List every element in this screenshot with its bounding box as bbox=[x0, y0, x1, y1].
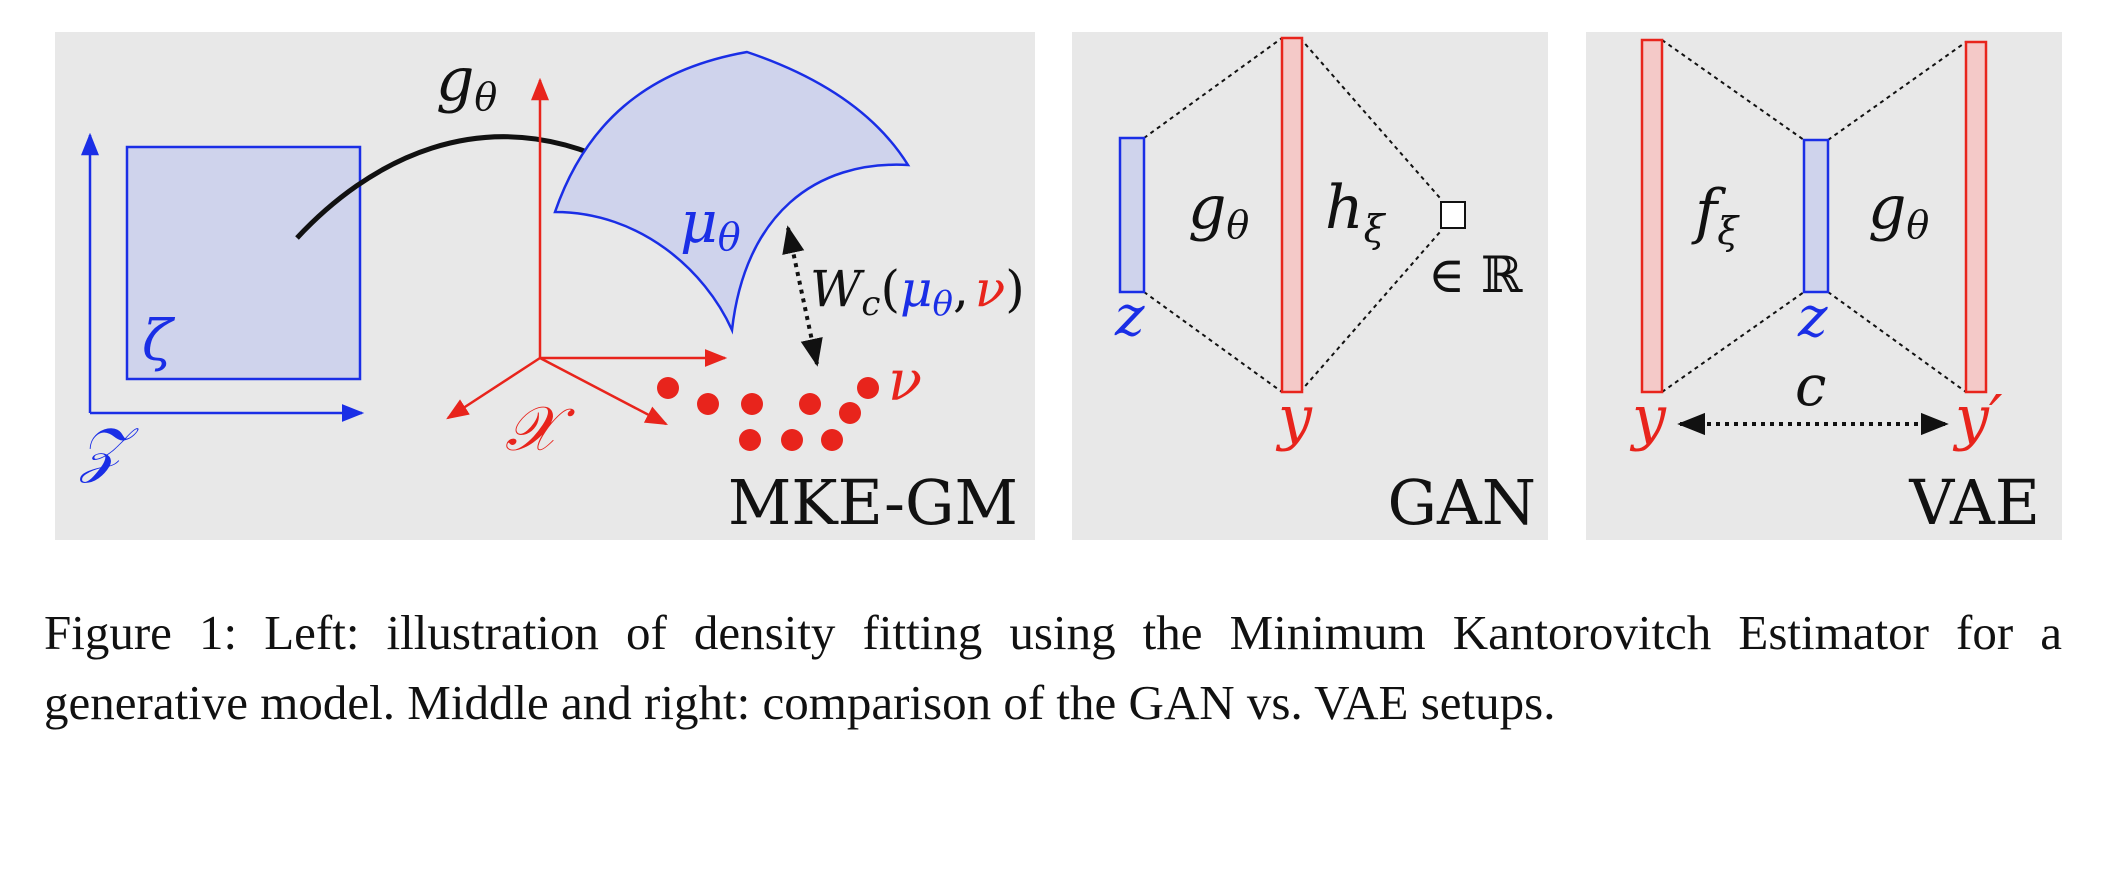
data-point bbox=[821, 429, 843, 451]
sample-bar bbox=[1280, 36, 1304, 394]
data-point bbox=[781, 429, 803, 451]
vae-connections bbox=[1661, 39, 1967, 393]
cost-label: c bbox=[1795, 354, 1826, 419]
data-left-axis bbox=[446, 356, 541, 420]
panel-label-mke-gm: MKE-GM bbox=[728, 466, 1018, 539]
input-sample-bar bbox=[1640, 38, 1664, 394]
gan-y-label: y bbox=[1275, 383, 1313, 453]
data-point bbox=[741, 393, 763, 415]
distance-label: Wc(μθ, ν) bbox=[810, 260, 1025, 324]
data-point bbox=[799, 393, 821, 415]
latent-dist-label: ζ bbox=[142, 309, 176, 374]
latent-code-bar bbox=[1118, 136, 1146, 294]
real-output-label: ∈ ℝ bbox=[1428, 246, 1523, 304]
model-dist-label: μθ bbox=[680, 188, 741, 259]
gan-z-label: z bbox=[1114, 284, 1145, 349]
panel-label-vae: VAE bbox=[1908, 466, 2040, 539]
reconstruction-bar bbox=[1964, 40, 1988, 394]
panel-mke-gm: ζ 𝒵 gθ 𝒳 μθ Wc(μθ, ν) ν MKE-GM bbox=[55, 32, 1035, 540]
panel-vae: fξ gθ z y y′ c VAE bbox=[1586, 32, 2062, 540]
model-distribution-patch bbox=[553, 50, 911, 335]
discriminator-output-box bbox=[1440, 201, 1466, 229]
latent-distribution-square bbox=[125, 145, 362, 381]
latent-code-bar bbox=[1802, 138, 1830, 294]
panel-label-gan: GAN bbox=[1387, 466, 1536, 539]
data-point bbox=[657, 377, 679, 399]
generator-arrow bbox=[295, 134, 626, 240]
data-dist-label: ν bbox=[888, 349, 922, 414]
data-point bbox=[839, 402, 861, 424]
vae-z-label: z bbox=[1797, 285, 1828, 350]
data-point bbox=[857, 377, 879, 399]
decoder-label: gθ bbox=[1868, 173, 1929, 247]
data-point bbox=[697, 393, 719, 415]
panel-background bbox=[1072, 32, 1548, 540]
generator-label: gθ bbox=[436, 45, 497, 119]
data-samples bbox=[657, 377, 879, 451]
gan-connections bbox=[1143, 37, 1441, 393]
data-right-axis bbox=[539, 356, 668, 426]
generator-label: gθ bbox=[1188, 173, 1249, 247]
vae-y-label: y bbox=[1629, 383, 1667, 453]
figure-caption: Figure 1: Left: illustration of density … bbox=[44, 605, 2062, 730]
panel-gan: z y gθ hξ ∈ ℝ GAN bbox=[1072, 32, 1548, 540]
data-point bbox=[739, 429, 761, 451]
vae-y-prime-label: y′ bbox=[1952, 383, 2003, 453]
discriminator-label: hξ bbox=[1325, 173, 1387, 251]
figure-diagram: ζ 𝒵 gθ 𝒳 μθ Wc(μθ, ν) ν MKE-GM bbox=[55, 32, 2062, 540]
